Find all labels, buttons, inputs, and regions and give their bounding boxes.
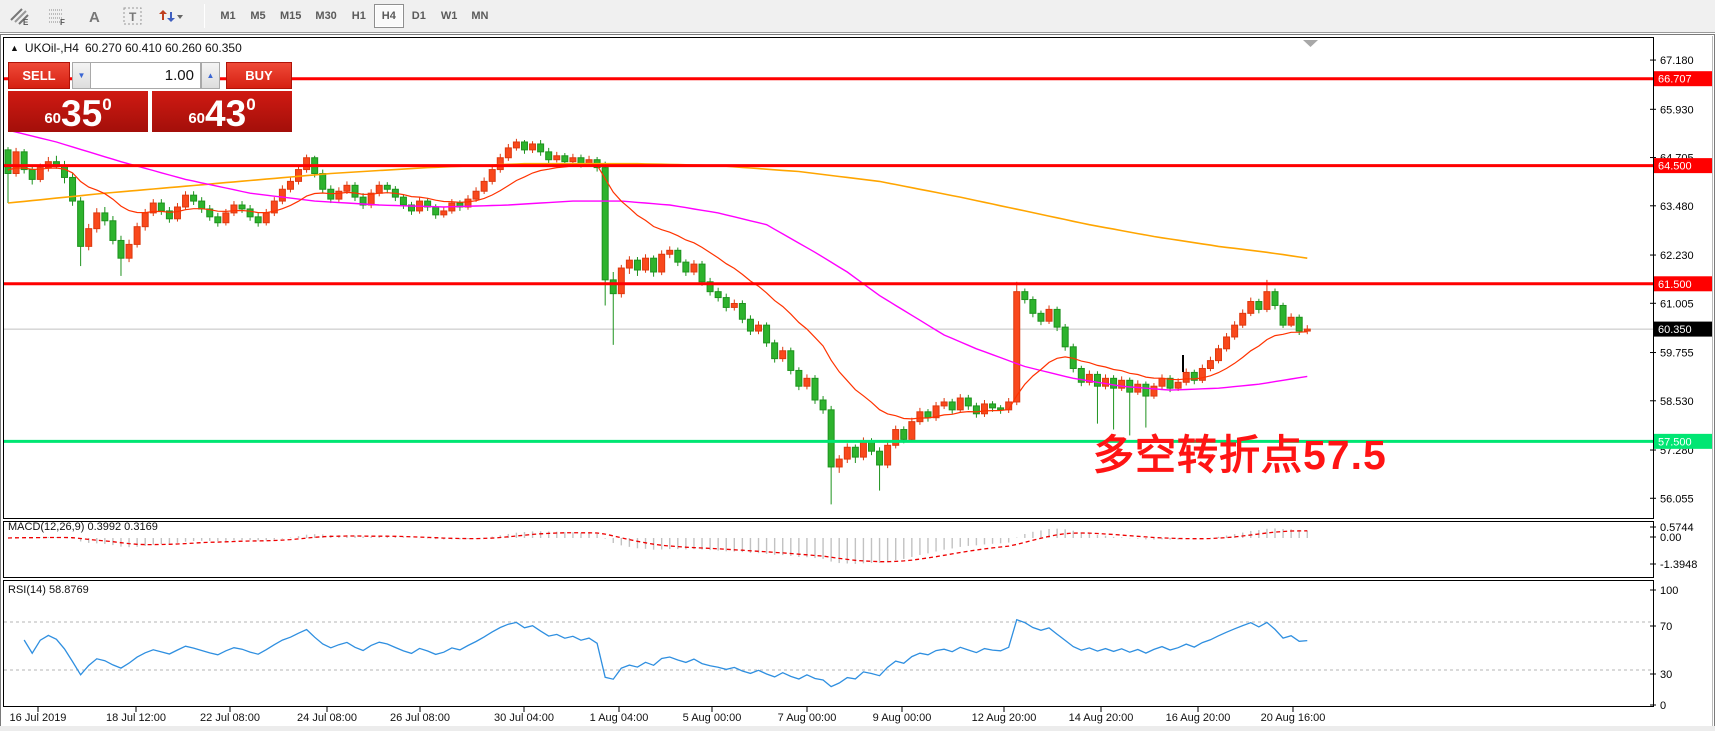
time-axis: 16 Jul 2019 18 Jul 12:00 22 Jul 08:00 24 Ju… — [10, 707, 1326, 724]
candles-layer — [4, 138, 1311, 505]
price-axis: 67.18065.93064.70563.48062.23061.00559.7… — [1650, 55, 1712, 712]
price-pane — [4, 77, 1653, 505]
svg-text:A: A — [89, 9, 100, 26]
buy-price-prefix: 60 — [188, 110, 206, 127]
timeframe-button-m5[interactable]: M5 — [250, 10, 266, 22]
svg-text:0.00: 0.00 — [1660, 532, 1681, 544]
timeframe-button-m1[interactable]: M1 — [220, 10, 236, 22]
svg-text:65.930: 65.930 — [1660, 104, 1694, 116]
sell-price-main: 35 — [61, 92, 103, 134]
rsi-line — [23, 618, 1308, 688]
svg-text:E: E — [23, 18, 29, 26]
svg-text:-1.3948: -1.3948 — [1660, 559, 1697, 571]
buy-price-display[interactable]: 60 43 0 — [152, 91, 292, 132]
volume-up-button[interactable]: ▲ — [201, 62, 220, 89]
timeframe-button-m30[interactable]: M30 — [315, 10, 337, 22]
ma-fast-line — [7, 164, 1308, 420]
svg-text:70: 70 — [1660, 621, 1672, 633]
svg-text:22 Jul 08:00: 22 Jul 08:00 — [200, 712, 260, 724]
svg-text:30: 30 — [1660, 669, 1672, 681]
svg-text:T: T — [129, 10, 137, 24]
svg-text:67.180: 67.180 — [1660, 55, 1694, 67]
svg-text:57.500: 57.500 — [1658, 436, 1692, 448]
macd-label: MACD(12,26,9) 0.3992 0.3169 — [8, 521, 158, 533]
rsi-label: RSI(14) 58.8769 — [8, 584, 89, 596]
timeframe-button-mn[interactable]: MN — [471, 10, 489, 22]
chart-shift-marker — [1303, 40, 1318, 47]
timeframe-button-h4[interactable]: H4 — [373, 4, 404, 28]
sell-price-sup: 0 — [102, 95, 112, 114]
svg-text:58.530: 58.530 — [1660, 396, 1694, 408]
svg-text:56.055: 56.055 — [1660, 493, 1694, 505]
text-label-icon[interactable]: A — [77, 3, 113, 29]
timeframe-button-w1[interactable]: W1 — [440, 10, 458, 22]
arrange-arrows-icon[interactable] — [153, 3, 189, 29]
svg-text:1 Aug 04:00: 1 Aug 04:00 — [590, 712, 649, 724]
one-click-trade-panel: SELL ▼ ▲ BUY 60 35 0 60 43 0 — [8, 62, 292, 132]
timeframe-buttons: M1 M5 M15 M30 H1 H4 D1 W1 MN — [213, 0, 495, 32]
sell-price-display[interactable]: 60 35 0 — [8, 91, 148, 132]
toolbar: E F A T M1 M5 M15 M30 H1 H4 D1 W1 MN — [0, 0, 1715, 33]
textbox-t-icon[interactable]: T — [115, 3, 151, 29]
volume-down-button[interactable]: ▼ — [72, 62, 91, 89]
timeframe-button-m15[interactable]: M15 — [280, 10, 302, 22]
svg-text:24 Jul 08:00: 24 Jul 08:00 — [297, 712, 357, 724]
svg-text:5 Aug 00:00: 5 Aug 00:00 — [683, 712, 742, 724]
svg-text:30 Jul 04:00: 30 Jul 04:00 — [494, 712, 554, 724]
ma-slow-line — [7, 162, 1308, 259]
macd-signal-line — [7, 530, 1308, 563]
svg-text:61.500: 61.500 — [1658, 279, 1692, 291]
ma-mid-line — [7, 129, 1308, 391]
toolbar-separator — [204, 4, 205, 28]
svg-text:61.005: 61.005 — [1660, 298, 1694, 310]
svg-text:9 Aug 00:00: 9 Aug 00:00 — [873, 712, 932, 724]
trend-up-icon: ▲ — [10, 43, 19, 53]
symbol-name: UKOil-,H4 — [24, 41, 79, 55]
svg-text:60.350: 60.350 — [1658, 324, 1692, 336]
svg-text:100: 100 — [1660, 585, 1678, 597]
window-bottom-edge — [0, 726, 1715, 731]
timeframe-button-h1[interactable]: H1 — [351, 10, 366, 22]
svg-text:64.500: 64.500 — [1658, 161, 1692, 173]
symbol-header: ▲ UKOil-,H4 60.270 60.410 60.260 60.350 — [10, 41, 242, 55]
svg-text:12 Aug 20:00: 12 Aug 20:00 — [972, 712, 1037, 724]
rsi-pane — [4, 618, 1653, 688]
timeframe-button-d1[interactable]: D1 — [411, 10, 426, 22]
svg-text:7 Aug 00:00: 7 Aug 00:00 — [778, 712, 837, 724]
macd-pane — [7, 528, 1308, 564]
svg-text:20 Aug 16:00: 20 Aug 16:00 — [1261, 712, 1326, 724]
svg-text:16 Aug 20:00: 16 Aug 20:00 — [1166, 712, 1231, 724]
buy-price-sup: 0 — [246, 95, 256, 114]
grid-f-icon[interactable]: F — [39, 3, 75, 29]
svg-text:F: F — [60, 18, 65, 26]
svg-text:14 Aug 20:00: 14 Aug 20:00 — [1069, 712, 1134, 724]
crosshatch-e-icon[interactable]: E — [1, 3, 37, 29]
chart-window — [0, 34, 1715, 731]
chart-annotation-text: 多空转折点57.5 — [1093, 432, 1387, 478]
svg-text:63.480: 63.480 — [1660, 201, 1694, 213]
svg-text:0: 0 — [1660, 700, 1666, 712]
symbol-quotes: 60.270 60.410 60.260 60.350 — [84, 41, 242, 55]
sell-button[interactable]: SELL — [8, 62, 70, 89]
svg-text:62.230: 62.230 — [1660, 250, 1694, 262]
svg-text:59.755: 59.755 — [1660, 348, 1694, 360]
svg-text:16 Jul 2019: 16 Jul 2019 — [10, 712, 67, 724]
buy-button[interactable]: BUY — [226, 62, 292, 89]
sell-price-prefix: 60 — [44, 110, 62, 127]
buy-price-main: 43 — [205, 92, 247, 134]
volume-input[interactable] — [91, 62, 201, 89]
svg-text:66.707: 66.707 — [1658, 74, 1692, 86]
svg-text:0.5744: 0.5744 — [1660, 522, 1694, 534]
trade-panel-prices: 60 35 0 60 43 0 — [8, 91, 292, 132]
trade-panel-controls: SELL ▼ ▲ BUY — [8, 62, 292, 89]
svg-text:26 Jul 08:00: 26 Jul 08:00 — [390, 712, 450, 724]
svg-text:18 Jul 12:00: 18 Jul 12:00 — [106, 712, 166, 724]
